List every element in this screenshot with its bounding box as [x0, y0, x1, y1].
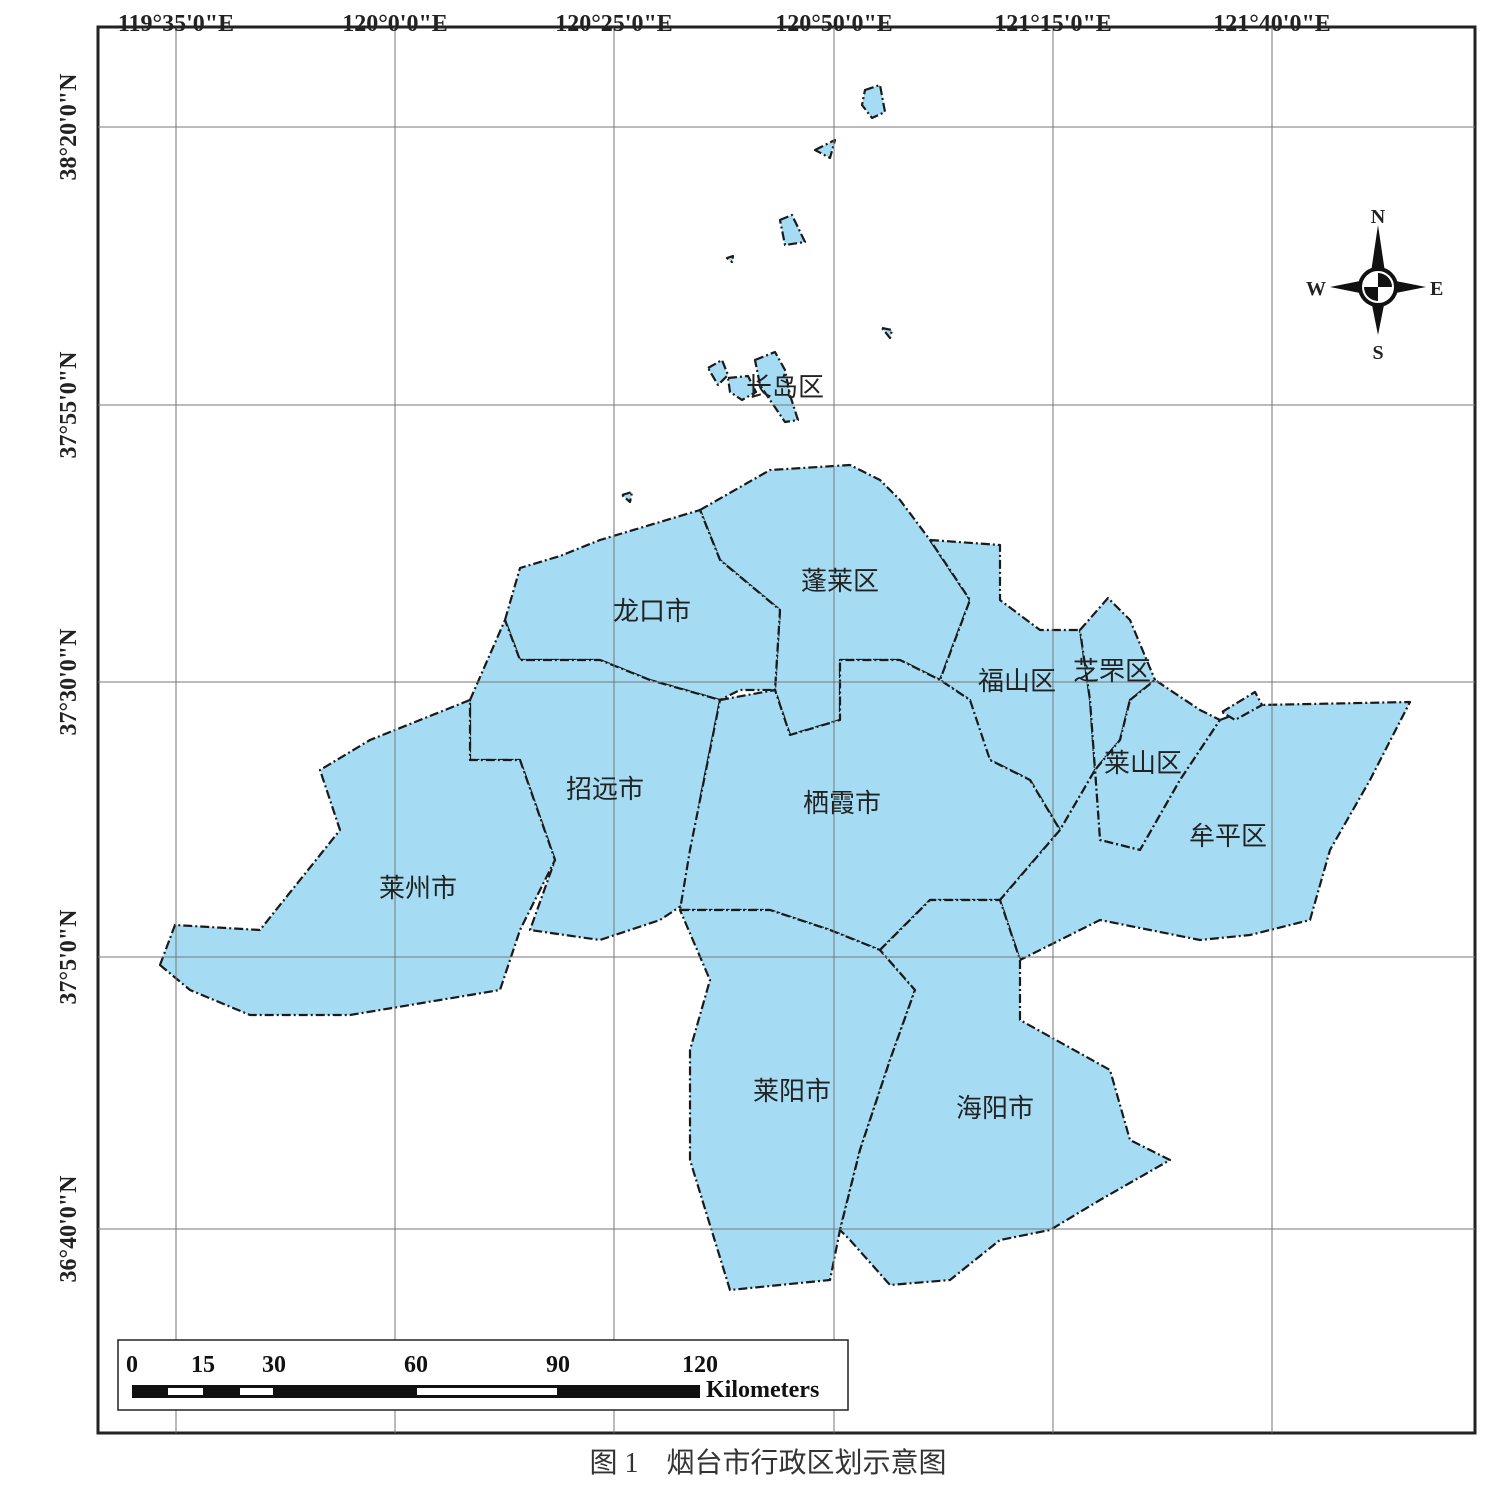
scale-bar-segment [417, 1388, 557, 1395]
region-shape [503, 508, 782, 702]
scale-tick-label: 60 [404, 1352, 428, 1378]
region-shape [998, 700, 1412, 962]
region-shape [706, 358, 730, 387]
latitude-label: 36°40'0"N [56, 1175, 82, 1283]
scale-bar-segment [168, 1388, 203, 1395]
region-label: 蓬莱区 [801, 567, 879, 596]
region-label: 龙口市 [613, 597, 691, 626]
longitude-label: 119°35'0"E [118, 11, 234, 37]
scale-labels: 0 15 30 60 90 120 [126, 1352, 718, 1378]
region-shape [158, 698, 557, 1017]
scale-tick-label: 90 [546, 1352, 570, 1378]
longitude-label: 121°15'0"E [994, 11, 1112, 37]
region-label: 长岛区 [746, 373, 824, 402]
region-label: 牟平区 [1189, 822, 1267, 851]
region-label: 芝罘区 [1073, 657, 1151, 686]
region-shape [1220, 690, 1264, 722]
scale-tick-label: 30 [262, 1352, 286, 1378]
latitude-label: 38°20'0"N [56, 73, 82, 181]
latitude-label: 37°55'0"N [56, 351, 82, 459]
compass-w: W [1306, 278, 1326, 300]
scale-tick-label: 120 [682, 1352, 718, 1378]
region-label: 栖霞市 [803, 789, 881, 818]
scale-tick-label: 15 [191, 1352, 215, 1378]
region-shape [725, 254, 735, 264]
region-shape [678, 908, 917, 1292]
region-label: 莱州市 [379, 874, 457, 903]
region-shape [880, 326, 894, 340]
scale-bar: 0 15 30 60 90 120 Kilometers [117, 1339, 849, 1411]
region-shape [860, 83, 887, 120]
latitude-label: 37°30'0"N [56, 628, 82, 736]
longitude-label: 120°25'0"E [555, 11, 673, 37]
region-shape [778, 213, 807, 247]
scale-tick-label: 0 [126, 1352, 138, 1378]
compass-e: E [1430, 278, 1443, 300]
compass: N S E W [1306, 206, 1443, 364]
region-label: 福山区 [978, 667, 1056, 696]
region-label: 莱阳市 [753, 1077, 831, 1106]
region-shape [1093, 678, 1222, 852]
compass-n: N [1371, 206, 1386, 228]
compass-s: S [1372, 342, 1383, 364]
longitude-label: 121°40'0"E [1213, 11, 1331, 37]
region-label: 海阳市 [956, 1094, 1034, 1123]
compass-center [1364, 273, 1392, 301]
scale-box [117, 1339, 849, 1411]
latitude-label: 37°5'0"N [56, 909, 82, 1005]
scale-bar-segment [240, 1388, 273, 1395]
scale-bar-base [132, 1385, 700, 1398]
region-label: 招远市 [566, 775, 644, 804]
regions [158, 83, 1412, 1292]
longitude-label: 120°0'0"E [342, 11, 448, 37]
region-shape [726, 374, 758, 402]
longitude-label: 120°50'0"E [775, 11, 893, 37]
graticule: 119°35'0"E 120°0'0"E 120°25'0"E 120°50'0"E 1… [56, 11, 1475, 1433]
region-shape [838, 898, 1172, 1287]
scale-unit: Kilometers [706, 1377, 819, 1403]
caption: 图 1 烟台市行政区划示意图 [589, 1447, 946, 1479]
region-label: 莱山区 [1104, 749, 1182, 778]
region-shape [620, 490, 634, 504]
region-shape [813, 138, 837, 160]
